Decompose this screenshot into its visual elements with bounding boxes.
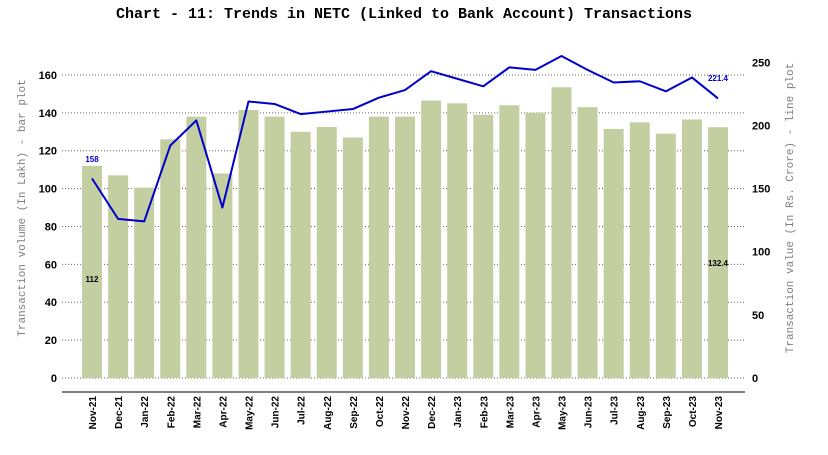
y2-tick-label: 200: [752, 120, 770, 132]
y2-tick-label: 250: [752, 57, 770, 69]
x-tick-label: Dec-21: [114, 396, 125, 429]
bar: [551, 87, 572, 379]
x-tick-label: Apr-22: [218, 396, 229, 428]
x-tick-label: Feb-23: [479, 396, 490, 429]
x-tick-label: Dec-22: [427, 396, 438, 429]
x-tick-label: Nov-21: [88, 396, 99, 430]
bar: [681, 119, 702, 378]
bar: [708, 127, 728, 378]
bar: [238, 109, 259, 378]
bar: [264, 116, 285, 379]
bar: [603, 128, 624, 378]
y-tick-label: 80: [45, 221, 57, 233]
x-tick-label: Aug-23: [636, 396, 647, 430]
bar: [368, 116, 389, 379]
bar: [395, 116, 415, 379]
x-tick-label: Feb-22: [166, 396, 177, 429]
x-tick-label: May-23: [558, 396, 569, 430]
y2-tick-label: 100: [752, 247, 770, 259]
x-tick-label: Aug-22: [323, 396, 334, 430]
x-tick-label: Jul-22: [297, 396, 308, 425]
y2-tick-label: 0: [752, 373, 758, 385]
value-line: [91, 55, 719, 223]
x-tick-label: Mar-23: [505, 396, 516, 429]
y-tick-label: 40: [45, 297, 57, 309]
x-tick-label: Nov-22: [401, 396, 412, 430]
bar: [499, 105, 520, 378]
x-tick-label: Oct-22: [375, 396, 386, 428]
x-tick-label: Jun-22: [271, 396, 282, 429]
left-axis-title: Transaction volume (In Lakh) - bar plot: [17, 79, 29, 336]
y-tick-label: 20: [45, 335, 57, 347]
x-tick-label: Nov-23: [714, 396, 725, 430]
x-tick-label: Jul-23: [610, 396, 621, 425]
y-tick-label: 100: [39, 184, 57, 196]
x-tick-label: Sep-23: [662, 396, 673, 429]
y-tick-label: 140: [39, 108, 57, 120]
x-tick-label: Mar-22: [192, 396, 203, 429]
bar: [212, 173, 233, 378]
bar: [134, 187, 155, 378]
line-series: [91, 55, 719, 223]
left-axis-ticks: 0 20 40 60 80 100 120 140 160: [39, 70, 57, 385]
data-label: 221.4: [708, 74, 729, 83]
right-axis-title: Transaction value (In Rs. Crore) - line …: [785, 63, 797, 353]
x-tick-label: Jan-23: [453, 396, 464, 428]
y2-tick-label: 150: [752, 184, 770, 196]
bar: [577, 107, 598, 378]
bar: [316, 127, 337, 378]
data-label: 158: [85, 155, 99, 164]
data-label: 132.4: [708, 259, 729, 268]
y2-tick-label: 50: [752, 310, 764, 322]
bar: [421, 100, 442, 378]
bar-series: [82, 87, 728, 379]
right-axis-ticks: 0 50 100 150 200 250: [752, 57, 770, 385]
y-tick-label: 160: [39, 70, 57, 82]
y-tick-label: 0: [51, 373, 57, 385]
bar: [525, 112, 546, 378]
bar: [655, 133, 676, 378]
bar: [342, 137, 363, 378]
bar: [160, 139, 181, 378]
bar: [629, 122, 650, 378]
x-tick-label: Apr-23: [531, 396, 542, 428]
y-tick-label: 60: [45, 259, 57, 271]
data-label: 112: [86, 275, 99, 284]
chart-title: Chart - 11: Trends in NETC (Linked to Ba…: [116, 6, 692, 23]
x-tick-label: May-22: [245, 396, 256, 430]
bar: [186, 116, 207, 379]
bar: [290, 131, 311, 378]
x-tick-label: Sep-22: [349, 396, 360, 429]
bar: [108, 175, 129, 378]
data-labels: 112 132.4 158 221.4: [85, 74, 728, 284]
x-axis-ticks: Nov-21 Dec-21 Jan-22 Feb-22 Mar-22 Apr-22 May-…: [88, 396, 725, 430]
bar: [447, 103, 468, 379]
x-tick-label: Oct-23: [688, 396, 699, 428]
x-tick-label: Jan-22: [140, 396, 151, 428]
y-tick-label: 120: [39, 146, 57, 158]
x-tick-label: Jun-23: [584, 396, 595, 429]
bar: [473, 114, 494, 378]
bar: [82, 165, 102, 378]
